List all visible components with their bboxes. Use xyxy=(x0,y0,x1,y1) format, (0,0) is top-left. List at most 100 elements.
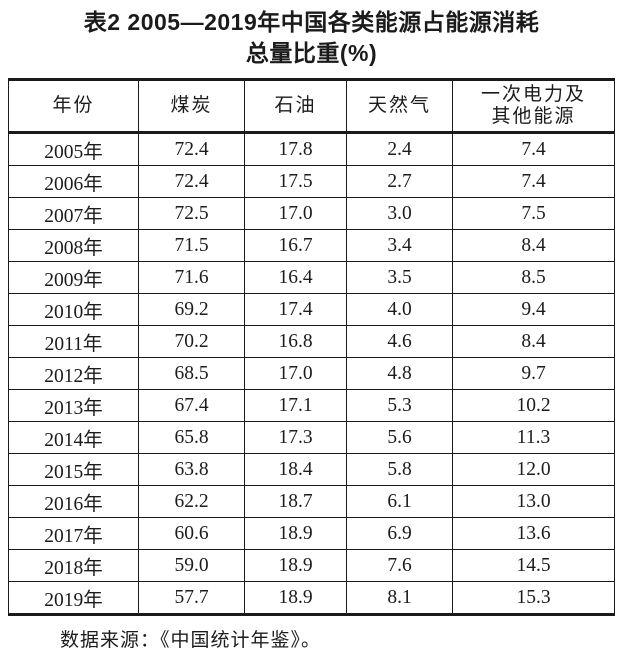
table-row: 2019年 57.7 18.9 8.1 15.3 xyxy=(8,581,615,615)
value-cell: 3.5 xyxy=(346,261,453,294)
energy-share-table: 年份 煤炭 石油 天然气 一次电力及 其他能源 2005年 72.4 17.8 2.4 7.4 2… xyxy=(8,78,615,616)
value-cell: 72.5 xyxy=(138,197,245,230)
year-cell: 2016年 xyxy=(8,485,139,518)
value-cell: 18.9 xyxy=(244,581,347,615)
column-header: 年份 xyxy=(8,79,139,134)
table-row: 2018年 59.0 18.9 7.6 14.5 xyxy=(8,549,615,582)
value-cell: 70.2 xyxy=(138,325,245,358)
year-cell: 2006年 xyxy=(8,165,139,198)
value-cell: 16.4 xyxy=(244,261,347,294)
value-cell: 71.5 xyxy=(138,229,245,262)
value-cell: 9.7 xyxy=(452,357,615,390)
value-cell: 18.9 xyxy=(244,517,347,550)
value-cell: 17.8 xyxy=(244,132,347,166)
column-header: 煤炭 xyxy=(138,79,245,134)
value-cell: 17.3 xyxy=(244,421,347,454)
table-row: 2012年 68.5 17.0 4.8 9.7 xyxy=(8,357,615,390)
value-cell: 16.8 xyxy=(244,325,347,358)
value-cell: 4.0 xyxy=(346,293,453,326)
value-cell: 16.7 xyxy=(244,229,347,262)
year-cell: 2007年 xyxy=(8,197,139,230)
column-header: 石油 xyxy=(244,79,347,134)
value-cell: 65.8 xyxy=(138,421,245,454)
value-cell: 68.5 xyxy=(138,357,245,390)
value-cell: 2.4 xyxy=(346,132,453,166)
value-cell: 8.4 xyxy=(452,325,615,358)
value-cell: 67.4 xyxy=(138,389,245,422)
year-cell: 2011年 xyxy=(8,325,139,358)
value-cell: 4.6 xyxy=(346,325,453,358)
value-cell: 17.0 xyxy=(244,357,347,390)
value-cell: 72.4 xyxy=(138,165,245,198)
value-cell: 8.5 xyxy=(452,261,615,294)
value-cell: 9.4 xyxy=(452,293,615,326)
value-cell: 5.6 xyxy=(346,421,453,454)
value-cell: 3.4 xyxy=(346,229,453,262)
value-cell: 8.1 xyxy=(346,581,453,615)
value-cell: 69.2 xyxy=(138,293,245,326)
table-row: 2008年 71.5 16.7 3.4 8.4 xyxy=(8,229,615,262)
value-cell: 17.0 xyxy=(244,197,347,230)
value-cell: 72.4 xyxy=(138,132,245,166)
table-header: 年份 煤炭 石油 天然气 一次电力及 其他能源 xyxy=(8,79,615,134)
table-row: 2005年 72.4 17.8 2.4 7.4 xyxy=(8,132,615,166)
year-cell: 2014年 xyxy=(8,421,139,454)
table-title-line2: 总量比重(%) xyxy=(245,40,378,66)
year-cell: 2010年 xyxy=(8,293,139,326)
value-cell: 18.4 xyxy=(244,453,347,486)
table-title-line1: 表2 2005—2019年中国各类能源占能源消耗 xyxy=(83,9,540,35)
year-cell: 2019年 xyxy=(8,581,139,615)
value-cell: 3.0 xyxy=(346,197,453,230)
year-cell: 2017年 xyxy=(8,517,139,550)
data-source-note: 数据来源：《中国统计年鉴》。 xyxy=(60,630,322,651)
year-cell: 2009年 xyxy=(8,261,139,294)
table-header-row: 年份 煤炭 石油 天然气 一次电力及 其他能源 xyxy=(8,79,615,134)
value-cell: 59.0 xyxy=(138,549,245,582)
value-cell: 57.7 xyxy=(138,581,245,615)
table-row: 2013年 67.4 17.1 5.3 10.2 xyxy=(8,389,615,422)
value-cell: 15.3 xyxy=(452,581,615,615)
value-cell: 18.9 xyxy=(244,549,347,582)
value-cell: 13.6 xyxy=(452,517,615,550)
table-row: 2016年 62.2 18.7 6.1 13.0 xyxy=(8,485,615,518)
table-title: 表2 2005—2019年中国各类能源占能源消耗 总量比重(%) xyxy=(0,0,623,69)
year-cell: 2015年 xyxy=(8,453,139,486)
value-cell: 4.8 xyxy=(346,357,453,390)
value-cell: 5.8 xyxy=(346,453,453,486)
year-cell: 2008年 xyxy=(8,229,139,262)
value-cell: 17.5 xyxy=(244,165,347,198)
value-cell: 63.8 xyxy=(138,453,245,486)
table-row: 2010年 69.2 17.4 4.0 9.4 xyxy=(8,293,615,326)
value-cell: 7.4 xyxy=(452,132,615,166)
value-cell: 2.7 xyxy=(346,165,453,198)
column-header: 一次电力及 其他能源 xyxy=(452,79,615,134)
value-cell: 11.3 xyxy=(452,421,615,454)
value-cell: 13.0 xyxy=(452,485,615,518)
table-row: 2007年 72.5 17.0 3.0 7.5 xyxy=(8,197,615,230)
value-cell: 17.4 xyxy=(244,293,347,326)
value-cell: 6.1 xyxy=(346,485,453,518)
value-cell: 71.6 xyxy=(138,261,245,294)
table-row: 2015年 63.8 18.4 5.8 12.0 xyxy=(8,453,615,486)
value-cell: 18.7 xyxy=(244,485,347,518)
value-cell: 10.2 xyxy=(452,389,615,422)
value-cell: 62.2 xyxy=(138,485,245,518)
table-row: 2011年 70.2 16.8 4.6 8.4 xyxy=(8,325,615,358)
table-row: 2014年 65.8 17.3 5.6 11.3 xyxy=(8,421,615,454)
column-header: 天然气 xyxy=(346,79,453,134)
year-cell: 2005年 xyxy=(8,132,139,166)
value-cell: 8.4 xyxy=(452,229,615,262)
year-cell: 2018年 xyxy=(8,549,139,582)
value-cell: 17.1 xyxy=(244,389,347,422)
year-cell: 2012年 xyxy=(8,357,139,390)
value-cell: 7.4 xyxy=(452,165,615,198)
value-cell: 60.6 xyxy=(138,517,245,550)
table-body: 2005年 72.4 17.8 2.4 7.4 2006年 72.4 17.5 2.7 7.4 20… xyxy=(8,132,615,615)
value-cell: 6.9 xyxy=(346,517,453,550)
value-cell: 14.5 xyxy=(452,549,615,582)
year-cell: 2013年 xyxy=(8,389,139,422)
value-cell: 12.0 xyxy=(452,453,615,486)
value-cell: 7.5 xyxy=(452,197,615,230)
table-row: 2006年 72.4 17.5 2.7 7.4 xyxy=(8,165,615,198)
